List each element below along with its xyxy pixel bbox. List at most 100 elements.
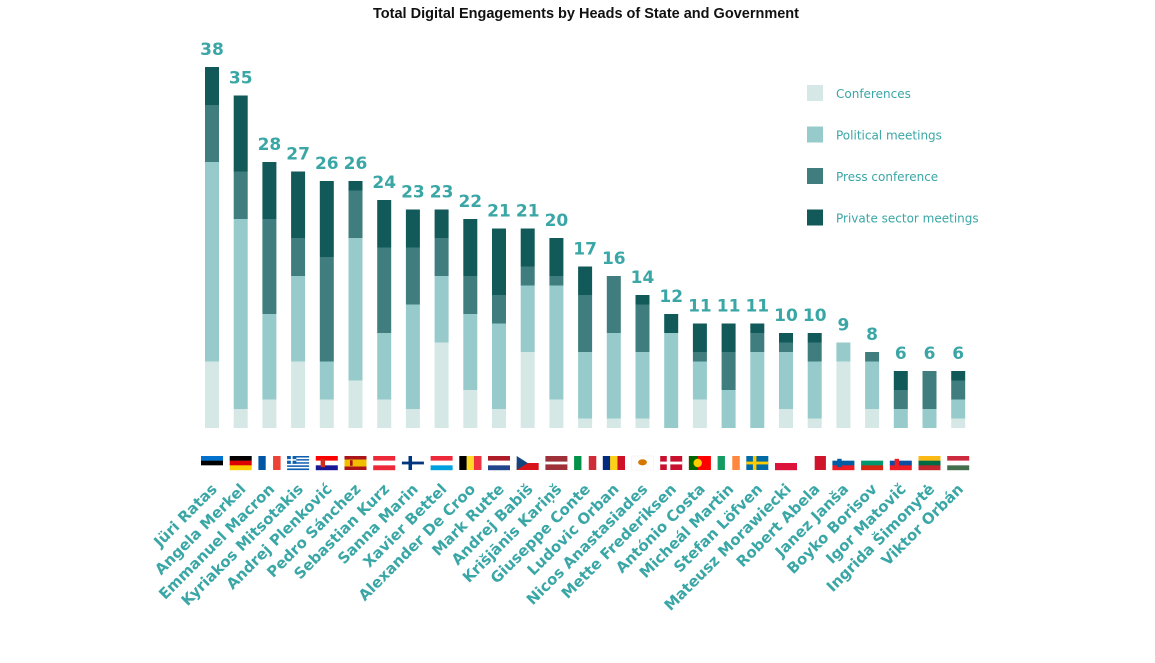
bar-giuseppe-conte-conferences [578, 418, 593, 428]
bar-sebastian-kurz-political-meetings [377, 333, 392, 400]
bar-janez-jansa-political-meetings [836, 342, 851, 362]
bar-sebastian-kurz-press-conference [377, 247, 392, 333]
bar-mark-rutte-private-sector-meetings [492, 228, 506, 295]
bar-nicos-anastasiades-press-conference [635, 304, 650, 352]
bar-juri-ratas-private-sector-meetings [205, 67, 219, 105]
bar-sebastian-kurz-private-sector-meetings [377, 200, 392, 248]
bar-mateusz-morawiecki-press-conference [779, 342, 793, 352]
flag-poland-icon [775, 456, 797, 471]
total-label-mateusz-morawiecki: 10 [774, 306, 798, 326]
bar-kyriakos-mitsotakis-press-conference [291, 238, 306, 276]
bar-pedro-sanchez-press-conference [348, 190, 363, 238]
flag-latvia-icon [545, 456, 568, 470]
total-label-andrej-babis: 21 [516, 202, 540, 222]
flag-netherlands-icon [488, 456, 510, 471]
bar-ludovic-orban-conferences [606, 418, 621, 428]
bar-boyko-borisov-political-meetings [865, 361, 880, 409]
bar-andrej-plenkovic-conferences [319, 399, 334, 428]
bar-andrej-plenkovic-private-sector-meetings [319, 181, 334, 257]
total-label-xavier-bettel: 23 [430, 183, 454, 203]
chart-title: Total Digital Engagements by Heads of St… [373, 6, 799, 22]
total-label-emmanuel-macron: 28 [258, 135, 282, 155]
bar-robert-abela-private-sector-meetings [807, 333, 822, 343]
flag-cyprus-icon [631, 455, 654, 471]
bar-andrej-plenkovic-political-meetings [319, 361, 334, 400]
total-label-nicos-anastasiades: 14 [631, 268, 655, 288]
bar-andrej-babis-private-sector-meetings [520, 228, 535, 267]
bar-mateusz-morawiecki-private-sector-meetings [779, 333, 793, 343]
flag-lithuania-icon [918, 456, 941, 471]
bar-angela-merkel-private-sector-meetings [233, 95, 248, 172]
bar-boyko-borisov-conferences [865, 409, 880, 428]
bar-micheal-martin-political-meetings [721, 390, 736, 428]
total-label-antonio-costa: 11 [688, 297, 712, 317]
bar-mette-frederiksen-private-sector-meetings [664, 314, 679, 333]
bar-xavier-bettel-political-meetings [434, 276, 449, 343]
legend-swatch-conferences [807, 85, 823, 101]
total-label-pedro-sanchez: 26 [344, 154, 368, 174]
flag-italy-icon [574, 456, 597, 470]
bar-alexander-de-croo-conferences [463, 390, 478, 428]
bar-boyko-borisov-press-conference [865, 352, 880, 362]
bar-mateusz-morawiecki-political-meetings [779, 352, 793, 409]
total-label-boyko-borisov: 8 [866, 325, 878, 345]
bar-andrej-babis-conferences [520, 352, 535, 428]
bar-juri-ratas-political-meetings [205, 162, 219, 362]
bar-sanna-marin-private-sector-meetings [405, 209, 420, 248]
total-label-ludovic-orban: 16 [602, 249, 626, 269]
bar-ludovic-orban-political-meetings [606, 333, 621, 419]
bar-kyriakos-mitsotakis-private-sector-meetings [291, 171, 306, 238]
total-label-ingrida-simonyte: 6 [924, 344, 936, 364]
flag-germany-icon [229, 456, 252, 471]
bar-juri-ratas-press-conference [205, 105, 219, 162]
flag-estonia-icon [201, 456, 223, 471]
bar-sanna-marin-political-meetings [405, 304, 420, 409]
bar-stefan-lofven-private-sector-meetings [750, 323, 765, 333]
bar-emmanuel-macron-press-conference [262, 219, 277, 314]
bar-viktor-orban-private-sector-meetings [951, 371, 966, 381]
flag-slovakia-icon [889, 456, 912, 471]
total-label-giuseppe-conte: 17 [573, 240, 597, 260]
bar-nicos-anastasiades-conferences [635, 418, 650, 428]
bar-viktor-orban-press-conference [951, 380, 966, 400]
bar-stefan-lofven-political-meetings [750, 352, 765, 428]
bar-kyriakos-mitsotakis-political-meetings [291, 276, 306, 362]
bar-ingrida-simonyte-press-conference [922, 371, 937, 409]
bar-krisjanis-karins-conferences [549, 399, 564, 428]
flag-croatia-icon [315, 456, 338, 471]
bar-viktor-orban-political-meetings [951, 399, 966, 419]
flag-finland-icon [401, 456, 424, 470]
legend-label-press-conference: Press conference [836, 170, 938, 184]
bar-alexander-de-croo-political-meetings [463, 314, 478, 390]
flag-malta-icon [803, 456, 826, 470]
bar-ingrida-simonyte-political-meetings [922, 409, 937, 428]
total-label-stefan-lofven: 11 [745, 297, 769, 317]
legend-label-political-meetings: Political meetings [836, 129, 942, 143]
bar-xavier-bettel-private-sector-meetings [434, 209, 449, 238]
bar-juri-ratas-conferences [205, 361, 219, 428]
total-label-robert-abela: 10 [803, 306, 827, 326]
flag-romania-icon [602, 456, 625, 470]
total-label-sanna-marin: 23 [401, 183, 425, 203]
bar-stefan-lofven-press-conference [750, 333, 765, 352]
bar-igor-matovic-private-sector-meetings [893, 371, 908, 390]
legend-label-conferences: Conferences [836, 87, 911, 101]
bar-alexander-de-croo-press-conference [463, 276, 478, 314]
total-label-igor-matovic: 6 [895, 344, 907, 364]
bar-krisjanis-karins-political-meetings [549, 285, 564, 400]
bar-pedro-sanchez-conferences [348, 380, 363, 428]
total-label-kyriakos-mitsotakis: 27 [286, 145, 310, 165]
flag-austria-icon [373, 456, 396, 471]
bar-nicos-anastasiades-private-sector-meetings [635, 295, 650, 305]
flag-spain-icon [344, 456, 367, 470]
bar-robert-abela-press-conference [807, 342, 822, 362]
bar-mateusz-morawiecki-conferences [779, 409, 793, 428]
bar-andrej-babis-press-conference [520, 266, 535, 286]
bar-nicos-anastasiades-political-meetings [635, 352, 650, 419]
legend-swatch-private-sector-meetings [807, 209, 823, 226]
total-label-viktor-orban: 6 [952, 344, 964, 364]
total-label-sebastian-kurz: 24 [372, 173, 396, 193]
